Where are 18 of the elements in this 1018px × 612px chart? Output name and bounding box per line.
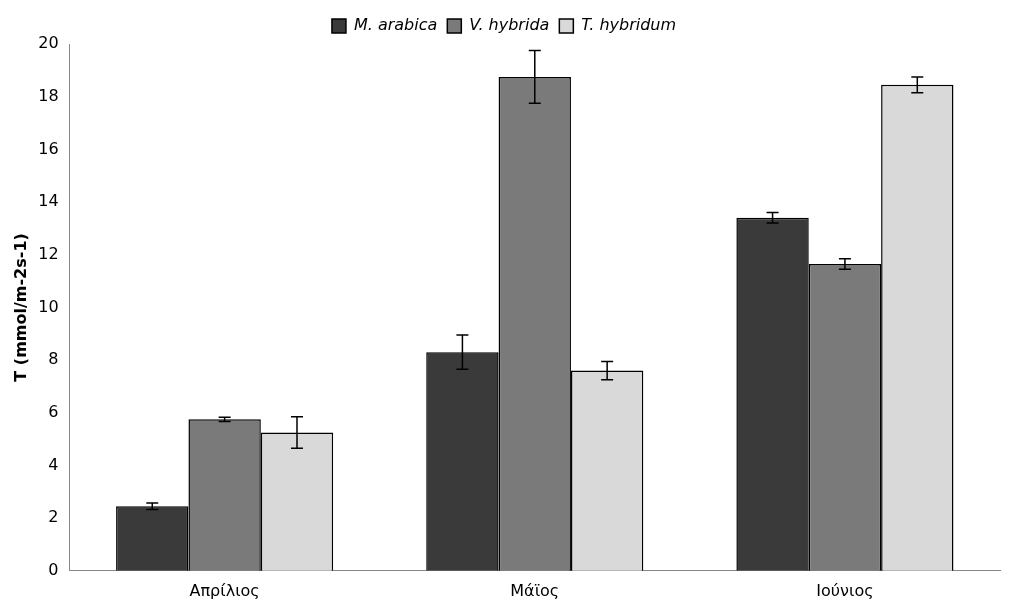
legend-label: M. arabica bbox=[353, 15, 438, 35]
y-tick-label: 14 bbox=[38, 191, 59, 211]
x-tick-label: Ιούνιος bbox=[816, 580, 874, 600]
y-tick-label: 0 bbox=[48, 559, 59, 579]
y-tick-label: 12 bbox=[38, 243, 59, 263]
y-tick-label: 8 bbox=[48, 349, 59, 369]
x-tick-label: Μάϊος bbox=[510, 580, 560, 600]
y-tick-label: 20 bbox=[38, 33, 59, 53]
y-tick-label: 18 bbox=[38, 85, 59, 105]
legend-label: V. hybrida bbox=[469, 15, 550, 35]
x-tick-label: Απρίλιος bbox=[189, 580, 260, 600]
y-axis-title: T (mmol/m-2s-1) bbox=[10, 233, 30, 382]
y-tick-label: 16 bbox=[38, 138, 59, 158]
y-tick-label: 4 bbox=[48, 454, 59, 474]
y-tick-label: 2 bbox=[48, 507, 59, 527]
legend-label: T. hybridum bbox=[581, 15, 677, 35]
y-tick-label: 6 bbox=[48, 401, 59, 421]
y-tick-label: 10 bbox=[38, 296, 59, 316]
